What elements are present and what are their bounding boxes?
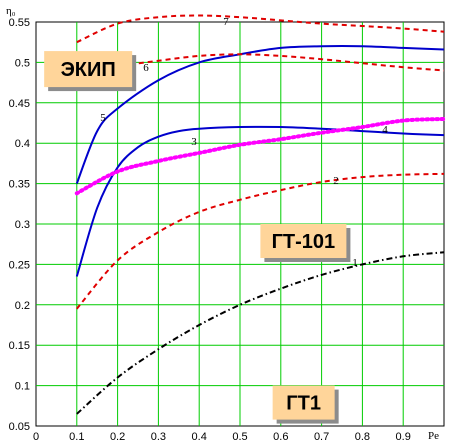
series-line-3 — [75, 125, 445, 277]
series-line-1 — [76, 251, 445, 415]
curve-label-5: 5 — [100, 112, 106, 124]
annotation-text: ЭКИП — [61, 59, 116, 81]
annotation-text: ГТ1 — [286, 393, 321, 415]
x-tick-labels: 0 0.1 0.2 0.3 0.4 0.5 0.6 0.7 0.8 0.9 — [33, 431, 411, 443]
y-tick-label: 0.25 — [9, 259, 30, 271]
series-lines — [74, 14, 446, 415]
x-tick-label: 0.2 — [110, 431, 125, 443]
y-tick-label: 0.1 — [15, 381, 30, 393]
grid — [36, 22, 444, 426]
annotation-box-background — [260, 224, 347, 258]
series-line-2 — [76, 172, 445, 310]
x-tick-label: 0.8 — [355, 431, 370, 443]
y-tick-labels: 0.05 0.1 0.15 0.2 0.25 0.3 0.35 0.4 0.45 0.5 0.55 — [9, 17, 30, 433]
curve-label-1: 1 — [352, 257, 358, 269]
annotation-box-background — [44, 51, 133, 88]
annotation-boxes: ЭКИП ГТ-101 ГТ1 — [44, 51, 351, 424]
x-tick-label: 0.6 — [273, 431, 288, 443]
series-line-6 — [76, 53, 445, 76]
x-tick-label: 0.4 — [192, 431, 207, 443]
x-tick-label: 0.7 — [314, 431, 329, 443]
y-tick-label: 0.05 — [9, 421, 30, 433]
y-tick-label: 0.3 — [15, 219, 30, 231]
x-tick-label: 0.3 — [151, 431, 166, 443]
x-tick-label: 0.1 — [69, 431, 84, 443]
annotation-box: ЭКИП — [44, 51, 137, 92]
curve-label-3: 3 — [191, 136, 197, 148]
y-tick-label: 0.2 — [15, 300, 30, 312]
series-line-7 — [76, 14, 445, 44]
x-tick-label: 0.9 — [396, 431, 411, 443]
curve-label-6: 6 — [143, 62, 149, 74]
curve-label-7: 7 — [223, 16, 229, 28]
y-tick-label: 0.15 — [9, 340, 30, 352]
curve-label-4: 4 — [382, 124, 388, 136]
y-tick-label: 0.45 — [9, 98, 30, 110]
y-axis-label: η₀ — [6, 5, 16, 17]
curve-label-2: 2 — [333, 175, 339, 187]
x-axis-label: Pe — [428, 430, 439, 442]
y-tick-label: 0.35 — [9, 179, 30, 191]
annotation-box-background — [272, 385, 335, 420]
annotation-box: ГТ1 — [272, 385, 339, 424]
curve-labels: 1 2 3 4 5 6 7 — [100, 16, 388, 269]
y-tick-label: 0.55 — [9, 17, 30, 29]
y-tick-label: 0.4 — [15, 138, 30, 150]
y-tick-label: 0.5 — [15, 57, 30, 69]
annotation-text: ГТ-101 — [272, 231, 336, 253]
series-line-4 — [74, 117, 446, 196]
annotation-box: ГТ-101 — [260, 224, 351, 262]
x-tick-label: 0 — [33, 431, 39, 443]
x-tick-label: 0.5 — [232, 431, 247, 443]
